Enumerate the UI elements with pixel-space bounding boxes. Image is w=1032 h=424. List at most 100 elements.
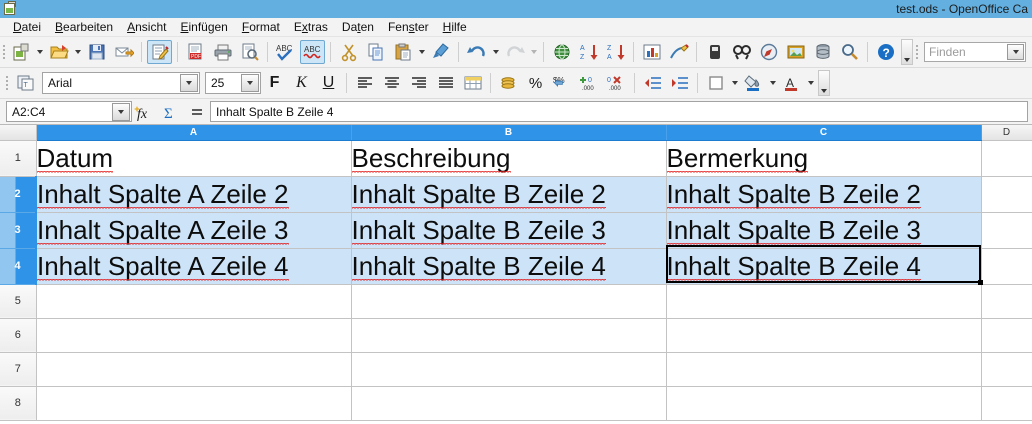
format-toolbar-overflow-icon[interactable] xyxy=(818,70,830,96)
cell-c8[interactable] xyxy=(666,386,982,421)
find-next-button[interactable] xyxy=(1027,40,1032,64)
redo-dropdown[interactable] xyxy=(528,40,539,64)
add-decimal-icon[interactable]: 0 .000 xyxy=(577,71,602,95)
font-size-dropdown[interactable] xyxy=(241,74,259,92)
insert-image-icon[interactable] xyxy=(783,40,808,64)
align-left-icon[interactable] xyxy=(352,71,377,95)
cell-b8[interactable] xyxy=(351,386,667,421)
paste-icon[interactable] xyxy=(390,40,415,64)
column-header-d[interactable]: D xyxy=(981,125,1032,141)
menu-datei[interactable]: Datei xyxy=(6,18,48,37)
cell-b6[interactable] xyxy=(351,318,667,353)
print-preview-icon[interactable] xyxy=(237,40,262,64)
sort-descending-icon[interactable]: Z A xyxy=(603,40,628,64)
font-color-dropdown[interactable] xyxy=(805,71,816,95)
apply-styles-icon[interactable]: T xyxy=(13,71,38,95)
increase-indent-icon[interactable] xyxy=(667,71,692,95)
bold-button[interactable]: F xyxy=(262,71,287,95)
edit-mode-icon[interactable] xyxy=(147,40,172,64)
spellcheck-icon[interactable]: ABC xyxy=(273,40,298,64)
font-name-input[interactable]: Arial xyxy=(42,72,200,94)
print-icon[interactable] xyxy=(210,40,235,64)
function-wizard-icon[interactable]: fx xyxy=(132,101,158,123)
number-format-icon[interactable]: $% xyxy=(550,71,575,95)
align-justify-icon[interactable] xyxy=(433,71,458,95)
borders-dropdown[interactable] xyxy=(729,71,740,95)
column-header-b[interactable]: B xyxy=(351,125,667,141)
font-name-dropdown[interactable] xyxy=(180,74,198,92)
toolbar-overflow-icon[interactable] xyxy=(901,39,913,65)
borders-icon[interactable] xyxy=(703,71,728,95)
paste-dropdown[interactable] xyxy=(416,40,427,64)
merge-cells-icon[interactable] xyxy=(460,71,485,95)
find-toolbar-grip[interactable] xyxy=(916,41,918,63)
align-right-icon[interactable] xyxy=(406,71,431,95)
name-box-dropdown[interactable] xyxy=(112,103,130,121)
hyperlink-icon[interactable] xyxy=(549,40,574,64)
formatting-toolbar-grip[interactable] xyxy=(3,72,10,94)
cell-b7[interactable] xyxy=(351,352,667,387)
cell-d5[interactable] xyxy=(981,284,1032,319)
search-dropdown-button[interactable] xyxy=(1007,44,1024,60)
open-document-icon[interactable] xyxy=(46,40,71,64)
cell-d3[interactable] xyxy=(981,212,1032,249)
cell-d2[interactable] xyxy=(981,176,1032,213)
cell-c1[interactable]: Bermerkung xyxy=(666,140,982,177)
cell-a8[interactable] xyxy=(36,386,352,421)
underline-button[interactable]: U xyxy=(316,71,341,95)
redo-icon[interactable] xyxy=(502,40,527,64)
cell-b1[interactable]: Beschreibung xyxy=(351,140,667,177)
cell-c5[interactable] xyxy=(666,284,982,319)
row-header-1[interactable]: 1 xyxy=(0,140,37,177)
cell-b5[interactable] xyxy=(351,284,667,319)
send-email-icon[interactable] xyxy=(111,40,136,64)
cell-a7[interactable] xyxy=(36,352,352,387)
align-center-icon[interactable] xyxy=(379,71,404,95)
select-all-corner[interactable] xyxy=(0,125,37,141)
cell-a3[interactable]: Inhalt Spalte A Zeile 3 xyxy=(35,212,352,249)
sum-icon[interactable]: Σ xyxy=(158,101,184,123)
menu-ansicht[interactable]: Ansicht xyxy=(120,18,173,37)
cell-a4[interactable]: Inhalt Spalte A Zeile 4 xyxy=(35,248,352,285)
cell-c4-active[interactable]: Inhalt Spalte B Zeile 4 xyxy=(666,248,982,285)
draw-functions-icon[interactable] xyxy=(666,40,691,64)
cell-d6[interactable] xyxy=(981,318,1032,353)
search-input[interactable]: Finden xyxy=(924,42,1026,62)
italic-button[interactable]: K xyxy=(289,71,314,95)
cell-d1[interactable] xyxy=(981,140,1032,177)
menu-hilfe[interactable]: Hilfe xyxy=(436,18,474,37)
insert-special-icon[interactable] xyxy=(702,40,727,64)
percent-format-icon[interactable]: % xyxy=(523,71,548,95)
cell-b3[interactable]: Inhalt Spalte B Zeile 3 xyxy=(351,212,667,249)
cell-a5[interactable] xyxy=(36,284,352,319)
row-header-6[interactable]: 6 xyxy=(0,318,37,353)
font-color-icon[interactable]: A xyxy=(779,71,804,95)
menu-fenster[interactable]: Fenster xyxy=(381,18,436,37)
cell-b4[interactable]: Inhalt Spalte B Zeile 4 xyxy=(351,248,667,285)
open-document-dropdown[interactable] xyxy=(72,40,83,64)
find-replace-icon[interactable] xyxy=(729,40,754,64)
cell-a6[interactable] xyxy=(36,318,352,353)
autospellcheck-icon[interactable]: ABC xyxy=(300,40,325,64)
zoom-icon[interactable] xyxy=(837,40,862,64)
clone-formatting-icon[interactable] xyxy=(428,40,453,64)
cell-c2[interactable]: Inhalt Spalte B Zeile 2 xyxy=(666,176,982,213)
cell-c6[interactable] xyxy=(666,318,982,353)
copy-icon[interactable] xyxy=(363,40,388,64)
column-header-c[interactable]: C xyxy=(666,125,982,141)
row-header-3[interactable]: 3 xyxy=(0,212,37,249)
cell-a2[interactable]: Inhalt Spalte A Zeile 2 xyxy=(35,176,352,213)
spreadsheet-grid[interactable]: A B C D 1 Datum Beschreibung Bermerkung … xyxy=(0,125,1032,424)
new-document-icon[interactable] xyxy=(8,40,33,64)
toolbar-grip[interactable] xyxy=(3,41,5,63)
font-size-input[interactable]: 25 xyxy=(205,72,261,94)
delete-decimal-icon[interactable]: 0 .000 xyxy=(604,71,629,95)
background-color-dropdown[interactable] xyxy=(767,71,778,95)
help-icon[interactable]: ? xyxy=(873,40,898,64)
name-box[interactable]: A2:C4 xyxy=(6,101,132,122)
sort-ascending-icon[interactable]: A Z xyxy=(576,40,601,64)
background-color-icon[interactable] xyxy=(741,71,766,95)
data-sources-icon[interactable] xyxy=(810,40,835,64)
menu-einfuegen[interactable]: Einfügen xyxy=(173,18,234,37)
equals-icon[interactable] xyxy=(184,101,210,123)
